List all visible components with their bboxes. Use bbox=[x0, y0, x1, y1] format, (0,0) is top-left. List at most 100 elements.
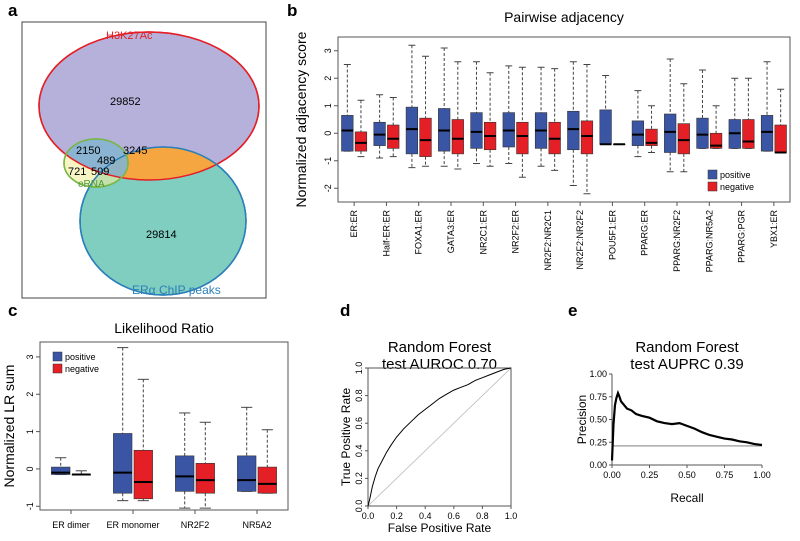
x-tick-label: 1.0 bbox=[505, 511, 518, 521]
box-negative bbox=[451, 119, 464, 155]
box-positive bbox=[113, 433, 133, 494]
legend-swatch-negative bbox=[52, 363, 63, 374]
panel-letter-b: b bbox=[287, 1, 297, 20]
x-tick-label: NR5A2 bbox=[242, 520, 271, 530]
box-negative bbox=[257, 466, 277, 494]
x-tick-label: NR2F2:NR2C1 bbox=[543, 210, 553, 271]
x-tick-label: NR2F2:ER bbox=[511, 210, 521, 254]
x-tick-label: NR2F2:NR2F2 bbox=[575, 210, 585, 270]
x-tick-label: YBX1:ER bbox=[769, 210, 779, 249]
box-positive bbox=[696, 117, 709, 149]
box-positive bbox=[631, 120, 645, 146]
y-tick-label: -1 bbox=[25, 502, 35, 510]
chart-title: Pairwise adjacency bbox=[504, 9, 624, 25]
x-tick-label: PPARG:NR5A2 bbox=[704, 210, 714, 272]
chart-title-line: Random Forest bbox=[635, 339, 739, 356]
box-positive bbox=[760, 115, 774, 152]
venn-label-h3k27ac: H3K27Ac bbox=[106, 30, 153, 42]
box-positive bbox=[470, 112, 483, 149]
x-tick-label: 0.2 bbox=[390, 511, 403, 521]
x-tick-label: ER monomer bbox=[106, 520, 159, 530]
box-negative bbox=[419, 117, 432, 157]
box-negative bbox=[742, 119, 755, 149]
y-tick-label: 0.0 bbox=[354, 500, 364, 513]
y-tick-label: 1 bbox=[25, 429, 35, 434]
x-tick-label: ER dimer bbox=[52, 520, 90, 530]
legend-label-negative: negative bbox=[65, 364, 99, 374]
panel-letter-d: d bbox=[340, 301, 350, 320]
y-tick-label: 0.4 bbox=[354, 445, 364, 458]
box-negative bbox=[133, 449, 153, 500]
x-tick-label: 0.25 bbox=[641, 470, 659, 480]
x-tick-label: PPARG:PGR bbox=[737, 210, 747, 263]
box-positive bbox=[599, 109, 612, 145]
box-positive bbox=[51, 466, 71, 475]
x-tick-label: 0.75 bbox=[716, 470, 734, 480]
y-tick-label: 0.2 bbox=[354, 472, 364, 485]
x-tick-label: 0.6 bbox=[448, 511, 461, 521]
box-negative bbox=[516, 121, 529, 155]
y-tick-label: 2 bbox=[323, 76, 333, 81]
curve-line bbox=[610, 389, 763, 461]
y-tick-label: 0 bbox=[323, 131, 333, 136]
y-tick-label: 0.50 bbox=[589, 415, 607, 425]
x-axis-label: False Positive Rate bbox=[388, 521, 492, 535]
venn-diagram: H3K27Ac ERα ChIP peaks eRNA 29852 29814 … bbox=[21, 21, 267, 299]
x-tick-label: 0.0 bbox=[362, 511, 375, 521]
box-negative bbox=[774, 124, 787, 153]
y-tick-label: 3 bbox=[323, 48, 333, 53]
panel-b-boxplot: Pairwise adjacency Normalized adjacency s… bbox=[293, 9, 791, 272]
x-tick-label: 0.8 bbox=[476, 511, 489, 521]
box-negative bbox=[195, 463, 215, 494]
x-tick-label: NR2C1:ER bbox=[478, 210, 488, 255]
venn-label-er: ERα ChIP peaks bbox=[132, 283, 221, 297]
venn-count-all: 489 bbox=[97, 155, 115, 167]
box-positive bbox=[567, 110, 580, 151]
x-tick-label: FOXA1:ER bbox=[414, 210, 424, 255]
venn-count-h3k-only: 29852 bbox=[110, 96, 141, 108]
curve-line bbox=[367, 367, 512, 507]
legend-swatch-negative bbox=[707, 181, 718, 192]
box-positive bbox=[405, 106, 419, 155]
chart-title-line: Random Forest bbox=[388, 339, 492, 356]
x-tick-label: 0.4 bbox=[419, 511, 432, 521]
venn-label-erna: eRNA bbox=[78, 179, 105, 190]
box-positive bbox=[664, 113, 677, 153]
y-tick-label: 1 bbox=[323, 103, 333, 108]
venn-count-h3k-erna: 2150 bbox=[76, 145, 100, 157]
y-tick-label: -1 bbox=[323, 157, 333, 165]
legend-swatch-positive bbox=[707, 169, 718, 180]
box-negative bbox=[677, 123, 690, 155]
venn-count-erna-er: 509 bbox=[91, 166, 109, 178]
legend-label-negative: negative bbox=[720, 182, 754, 192]
x-tick-label: ER:ER bbox=[349, 210, 359, 238]
panel-letter-c: c bbox=[8, 301, 17, 320]
box-positive bbox=[237, 455, 257, 492]
x-tick-label: NR2F2 bbox=[181, 520, 210, 530]
y-axis-label: Precision bbox=[575, 395, 589, 444]
y-tick-label: -2 bbox=[323, 184, 333, 192]
y-tick-label: 0.8 bbox=[354, 389, 364, 402]
x-tick-label: 0.50 bbox=[678, 470, 696, 480]
y-tick-label: 0 bbox=[25, 466, 35, 471]
box-negative bbox=[387, 124, 400, 149]
y-tick-label: 0.25 bbox=[589, 437, 607, 447]
chart-title-line: test AUPRC 0.39 bbox=[630, 356, 743, 373]
plot-frame bbox=[39, 341, 289, 511]
plot-frame bbox=[337, 36, 791, 203]
chart-title-line: test AUROC 0.70 bbox=[382, 356, 497, 373]
box-positive bbox=[175, 455, 195, 492]
y-tick-label: 1.0 bbox=[354, 362, 364, 375]
x-tick-label: PPARG:NR2F2 bbox=[672, 210, 682, 272]
y-tick-label: 3 bbox=[25, 354, 35, 359]
chart-title: Likelihood Ratio bbox=[114, 320, 214, 336]
diagonal-reference bbox=[367, 367, 512, 507]
venn-count-er-only: 29814 bbox=[146, 229, 177, 241]
x-tick-label: POU5F1:ER bbox=[607, 210, 617, 261]
y-tick-label: 0.00 bbox=[589, 460, 607, 470]
x-tick-label: Half-ER:ER bbox=[381, 210, 391, 257]
panel-c-boxplot: Likelihood Ratio Normalized LR sum -1 0 1 2 3 E… bbox=[1, 320, 289, 530]
panel-letter-a: a bbox=[8, 1, 18, 20]
